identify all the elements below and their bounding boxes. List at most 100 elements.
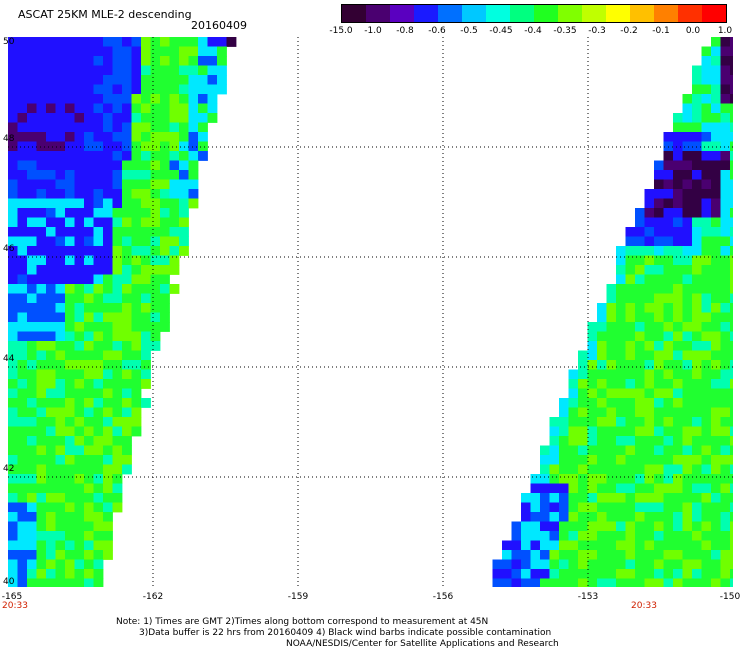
swath-cell bbox=[65, 141, 75, 152]
swath-cell bbox=[701, 360, 712, 370]
swath-cell bbox=[55, 312, 66, 323]
swath-cell bbox=[74, 483, 85, 494]
swath-cell bbox=[65, 464, 75, 475]
swath-cell bbox=[122, 160, 132, 171]
swath-cell bbox=[568, 379, 579, 389]
swath-cell bbox=[74, 208, 85, 218]
swath-cell bbox=[103, 265, 113, 275]
swath-cell bbox=[103, 512, 113, 522]
swath-cell bbox=[84, 265, 94, 275]
swath-cell bbox=[131, 103, 142, 114]
swath-cell bbox=[207, 94, 218, 104]
swath-cell bbox=[17, 379, 28, 389]
swath-cell bbox=[141, 75, 151, 85]
swath-cell bbox=[103, 407, 113, 418]
swath-cell bbox=[150, 322, 161, 332]
swath-cell bbox=[103, 303, 113, 313]
swath-cell bbox=[150, 122, 161, 133]
swath-cell bbox=[36, 445, 47, 456]
swath-cell bbox=[112, 436, 123, 446]
swath-cell bbox=[27, 293, 37, 304]
swath-cell bbox=[169, 103, 180, 114]
swath-cell bbox=[549, 578, 560, 587]
swath-cell bbox=[616, 322, 626, 332]
swath-cell bbox=[93, 293, 104, 304]
swath-cell bbox=[568, 388, 579, 399]
swath-cell bbox=[160, 293, 170, 304]
swath-cell bbox=[84, 103, 94, 114]
swath-cell bbox=[36, 217, 47, 228]
swath-cell bbox=[131, 293, 142, 304]
swath-cell bbox=[587, 369, 598, 380]
swath-cell bbox=[663, 512, 674, 522]
swath-cell bbox=[141, 132, 151, 142]
swath-cell bbox=[27, 350, 37, 361]
swath-cell bbox=[597, 369, 607, 380]
swath-cell bbox=[65, 227, 75, 237]
swath-cell bbox=[36, 303, 47, 313]
swath-cell bbox=[682, 217, 693, 228]
swath-cell bbox=[55, 512, 66, 522]
swath-cell bbox=[65, 379, 75, 389]
swath-cell bbox=[27, 151, 37, 161]
swath-cell bbox=[635, 217, 645, 228]
swath-cell bbox=[55, 445, 66, 456]
swath-cell bbox=[635, 493, 645, 503]
swath-cell bbox=[46, 559, 56, 570]
swath-cell bbox=[198, 46, 208, 57]
swath-cell bbox=[74, 426, 85, 437]
swath-cell bbox=[122, 227, 132, 237]
swath-cell bbox=[141, 350, 151, 361]
swath-cell bbox=[720, 540, 731, 551]
swath-cell bbox=[701, 103, 712, 114]
swath-cell bbox=[150, 141, 161, 152]
swath-cell bbox=[112, 407, 123, 418]
swath-cell bbox=[625, 322, 636, 332]
swath-cell bbox=[701, 75, 712, 85]
swath-cell bbox=[521, 559, 531, 570]
swath-cell bbox=[730, 445, 733, 456]
swath-cell bbox=[103, 122, 113, 133]
swath-cell bbox=[122, 94, 132, 104]
swath-cell bbox=[597, 379, 607, 389]
swath-cell bbox=[682, 350, 693, 361]
swath-cell bbox=[511, 540, 522, 551]
swath-cell bbox=[701, 369, 712, 380]
swath-cell bbox=[36, 360, 47, 370]
colorbar-label: -0.1 bbox=[652, 26, 670, 36]
swath-cell bbox=[540, 512, 550, 522]
swath-cell bbox=[644, 464, 655, 475]
swath-cell bbox=[150, 312, 161, 323]
swath-cell bbox=[530, 578, 541, 587]
latitude-label: 42 bbox=[3, 464, 15, 474]
swath-cell bbox=[84, 407, 94, 418]
swath-cell bbox=[169, 56, 180, 66]
swath-cell bbox=[93, 312, 104, 323]
swath-cell bbox=[46, 293, 56, 304]
swath-cell bbox=[74, 160, 85, 171]
colorbar-label: -15.0 bbox=[329, 26, 353, 36]
swath-cell bbox=[122, 103, 132, 114]
swath-cell bbox=[673, 559, 683, 570]
swath-cell bbox=[65, 341, 75, 351]
swath-cell bbox=[692, 312, 702, 323]
swath-cell bbox=[131, 246, 142, 256]
swath-cell bbox=[122, 341, 132, 351]
swath-cell bbox=[587, 559, 598, 570]
swath-cell bbox=[74, 445, 85, 456]
swath-cell bbox=[46, 141, 56, 152]
swath-cell bbox=[616, 312, 626, 323]
swath-cell bbox=[644, 293, 655, 304]
swath-cell bbox=[55, 179, 66, 190]
swath-cell bbox=[160, 198, 170, 209]
swath-cell bbox=[587, 578, 598, 587]
swath-cell bbox=[568, 502, 579, 513]
swath-cell bbox=[692, 531, 702, 541]
swath-cell bbox=[8, 483, 18, 494]
swath-cell bbox=[74, 293, 85, 304]
swath-cell bbox=[8, 417, 18, 427]
swath-cell bbox=[74, 94, 85, 104]
swath-cell bbox=[682, 341, 693, 351]
swath-cell bbox=[616, 274, 626, 285]
swath-cell bbox=[207, 75, 218, 85]
